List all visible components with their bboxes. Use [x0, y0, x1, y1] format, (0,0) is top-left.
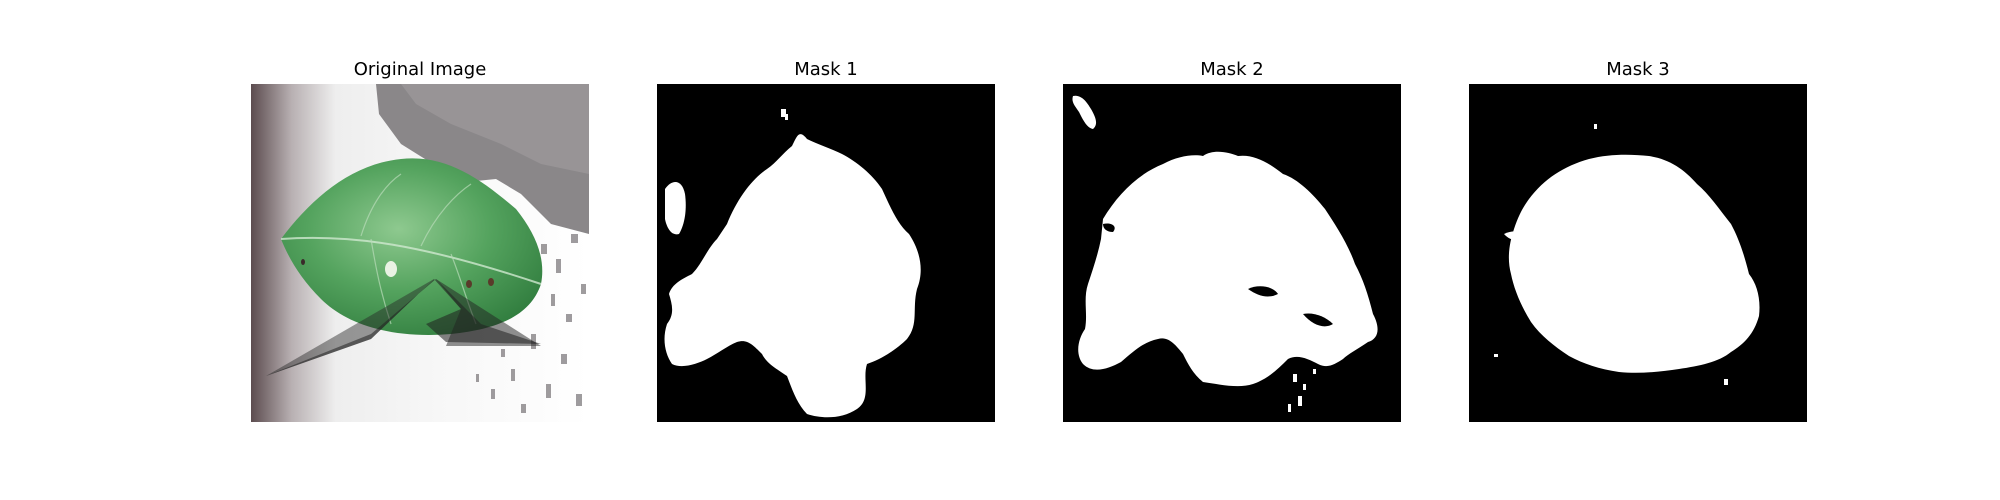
panel-title-original-image: Original Image: [353, 59, 487, 80]
mask-1-panel: [657, 84, 995, 422]
mask-1-image: [657, 84, 995, 422]
mask-3-image: [1469, 84, 1807, 422]
original-image-panel: [251, 84, 589, 422]
panel-title-mask-2: Mask 2: [1200, 59, 1264, 80]
mask-2-image: [1063, 84, 1401, 422]
original-image: [251, 84, 589, 422]
panel-title-mask-1: Mask 1: [794, 59, 858, 80]
mask-3-panel: [1469, 84, 1807, 422]
panel-title-mask-3: Mask 3: [1606, 59, 1670, 80]
mask-2-panel: [1063, 84, 1401, 422]
